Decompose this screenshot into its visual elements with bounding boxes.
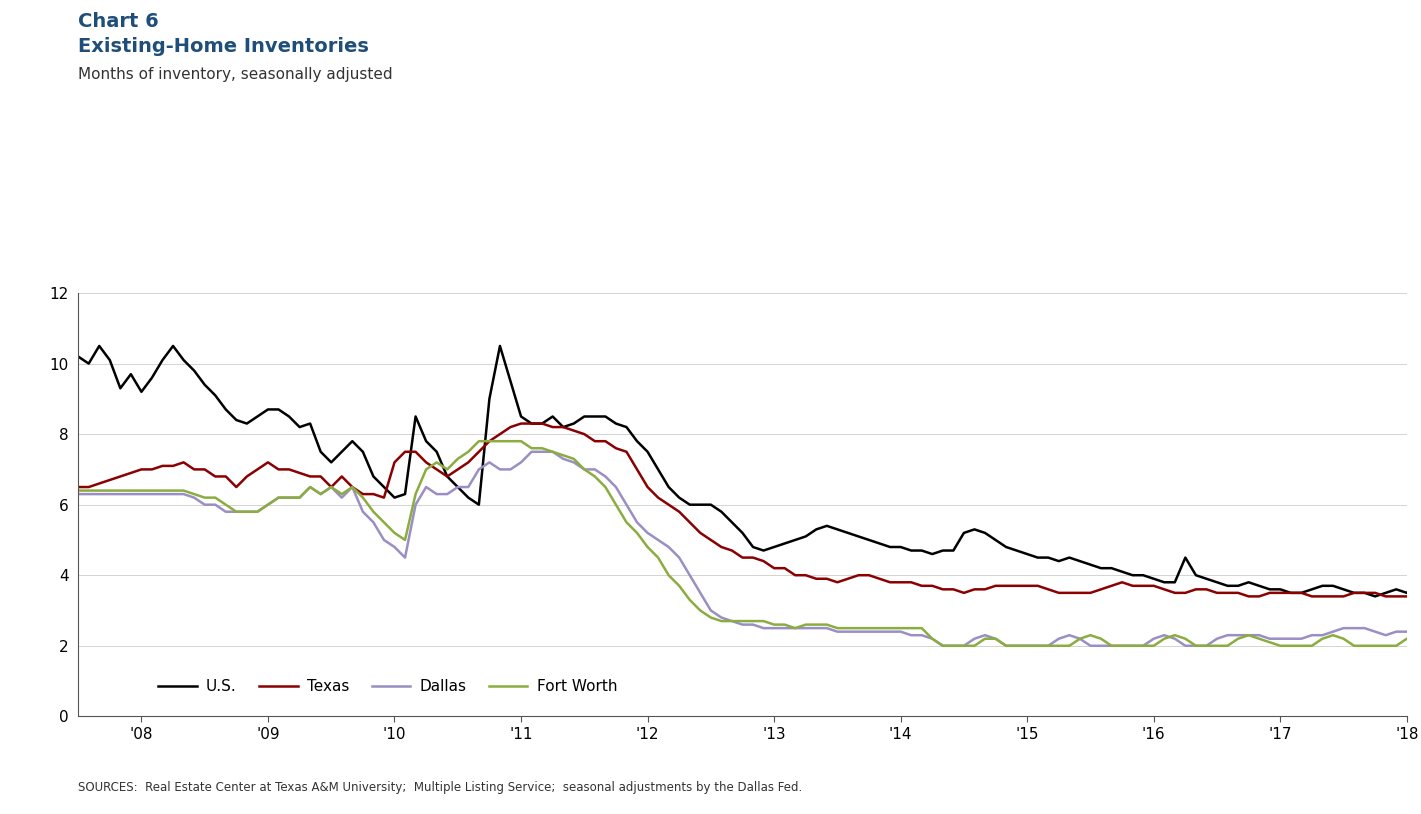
U.S. — [165, 341, 182, 351]
Texas — [1398, 592, 1415, 602]
Dallas — [1314, 630, 1331, 640]
U.S. — [80, 359, 97, 369]
Fort Worth — [70, 486, 87, 496]
Dallas — [1103, 641, 1120, 650]
Texas — [513, 418, 530, 428]
Fort Worth — [1093, 634, 1110, 644]
Fort Worth — [1303, 641, 1320, 650]
Legend: U.S., Texas, Dallas, Fort Worth: U.S., Texas, Dallas, Fort Worth — [152, 673, 624, 700]
Dallas — [70, 489, 87, 499]
Line: Fort Worth: Fort Worth — [78, 441, 1421, 650]
U.S. — [70, 352, 87, 361]
Texas — [881, 577, 898, 587]
Texas — [396, 447, 414, 457]
Texas — [1303, 592, 1320, 602]
U.S. — [566, 418, 583, 428]
Texas — [1093, 584, 1110, 594]
Line: Dallas: Dallas — [78, 452, 1421, 646]
Fort Worth — [1398, 634, 1415, 644]
Dallas — [1408, 624, 1421, 633]
Dallas — [934, 641, 951, 650]
Fort Worth — [396, 535, 414, 545]
Texas — [828, 577, 845, 587]
Text: Existing-Home Inventories: Existing-Home Inventories — [78, 37, 369, 55]
Texas — [1420, 595, 1421, 605]
Text: Chart 6: Chart 6 — [78, 12, 159, 31]
U.S. — [1334, 584, 1351, 594]
Dallas — [396, 553, 414, 562]
Fort Worth — [881, 624, 898, 633]
U.S. — [1367, 592, 1384, 602]
Line: U.S.: U.S. — [78, 346, 1421, 597]
Texas — [70, 482, 87, 492]
Fort Worth — [470, 436, 487, 446]
Text: Months of inventory, seasonally adjusted: Months of inventory, seasonally adjusted — [78, 67, 392, 81]
U.S. — [1377, 588, 1394, 597]
Dallas — [523, 447, 540, 457]
U.S. — [91, 341, 108, 351]
Fort Worth — [828, 624, 845, 633]
Dallas — [828, 627, 845, 637]
Text: SOURCES:  Real Estate Center at Texas A&M University;  Multiple Listing Service;: SOURCES: Real Estate Center at Texas A&M… — [78, 781, 803, 794]
Line: Texas: Texas — [78, 423, 1421, 600]
Dallas — [881, 627, 898, 637]
